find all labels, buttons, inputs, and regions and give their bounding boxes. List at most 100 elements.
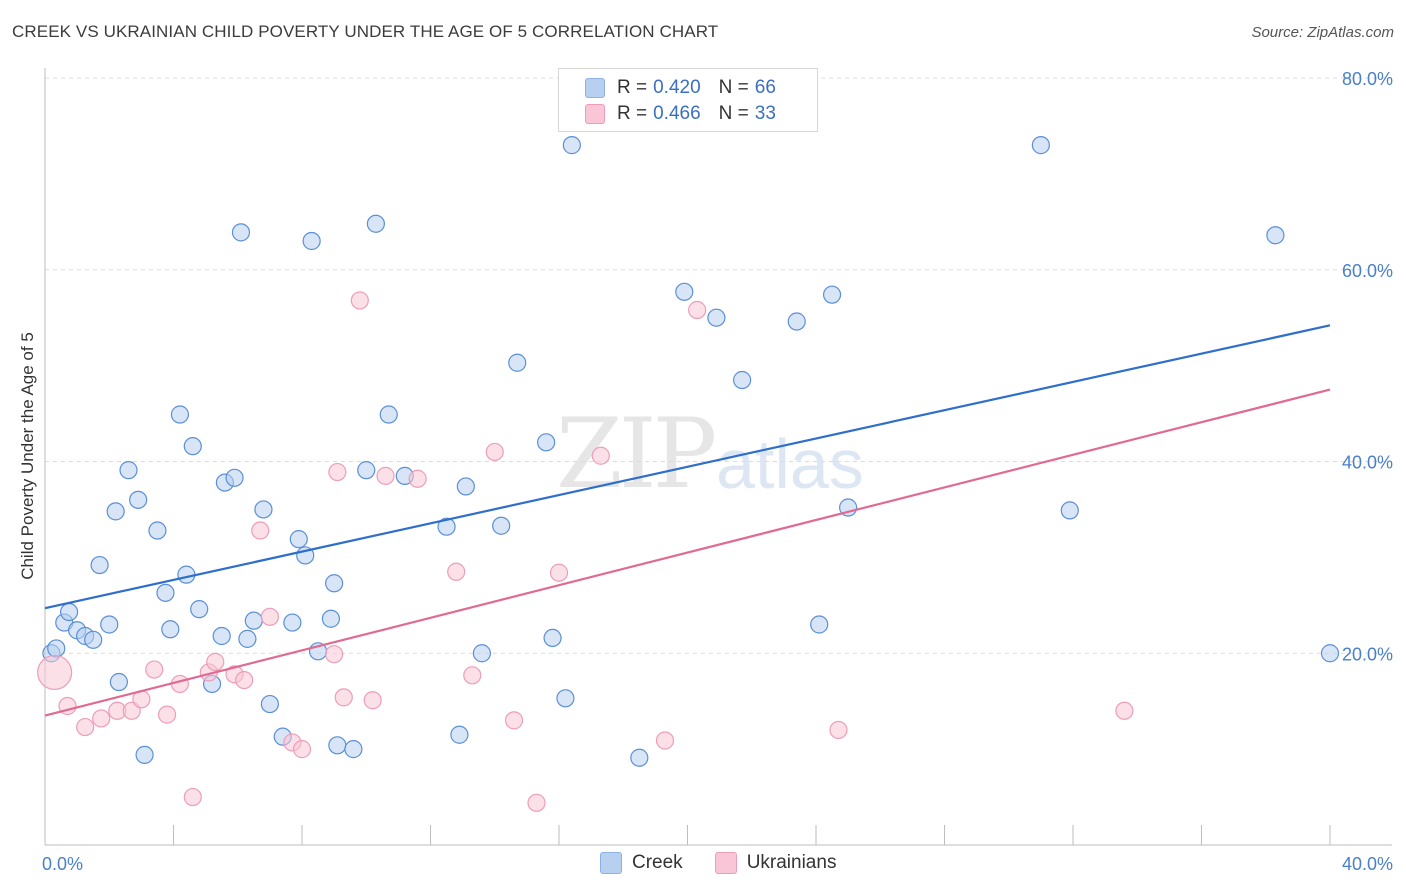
legend-r-label: R = bbox=[617, 103, 648, 124]
ukrainians-point bbox=[206, 652, 225, 671]
creek-point bbox=[109, 672, 128, 692]
ukrainians-point bbox=[527, 793, 546, 812]
legend-row-ukrainians: R = 0.466 N = 33 bbox=[585, 102, 776, 126]
y-tick-label: 60.0% bbox=[1342, 261, 1393, 281]
legend-item-creek[interactable]: Creek bbox=[600, 852, 683, 874]
creek-point bbox=[244, 611, 263, 630]
y-tick-label: 80.0% bbox=[1342, 69, 1393, 89]
watermark-atlas: atlas bbox=[716, 425, 864, 503]
creek-point bbox=[1320, 644, 1340, 663]
legend-n-label: N = bbox=[718, 77, 749, 98]
source-label: Source: ZipAtlas.com bbox=[1251, 24, 1394, 41]
ukrainians-point bbox=[688, 300, 707, 320]
creek-point bbox=[556, 689, 575, 708]
creek-point bbox=[707, 308, 726, 327]
ukrainians-point bbox=[325, 645, 344, 664]
ukrainians-point bbox=[408, 469, 427, 488]
legend-item-label: Ukrainians bbox=[746, 852, 837, 873]
ukrainians-point bbox=[251, 521, 270, 540]
creek-point bbox=[810, 615, 829, 634]
creek-point bbox=[106, 502, 125, 521]
x-tick-label: 0.0% bbox=[42, 854, 83, 874]
creek-point bbox=[212, 626, 231, 646]
ukrainians-point bbox=[76, 717, 95, 737]
creek-point bbox=[344, 740, 363, 759]
creek-point bbox=[1060, 501, 1079, 520]
ukrainians-point bbox=[292, 740, 312, 759]
legend-item-ukrainians[interactable]: Ukrainians bbox=[714, 852, 837, 874]
creek-point bbox=[47, 639, 66, 658]
creek-point bbox=[254, 500, 273, 519]
creek-point bbox=[733, 370, 752, 390]
creek-point bbox=[156, 583, 175, 602]
creek-point bbox=[508, 353, 527, 372]
creek-point bbox=[59, 602, 79, 622]
creek-point bbox=[190, 600, 209, 619]
chart-title: CREEK VS UKRAINIAN CHILD POVERTY UNDER T… bbox=[12, 22, 719, 41]
ukrainians-point bbox=[504, 711, 524, 730]
creek-point bbox=[177, 565, 196, 584]
ukrainians-point bbox=[485, 442, 504, 462]
creek-point bbox=[135, 745, 154, 764]
ukrainians-trend-line bbox=[44, 388, 1331, 717]
creek-point bbox=[1266, 226, 1285, 245]
creek-point bbox=[100, 615, 119, 634]
creek-point bbox=[260, 694, 279, 714]
ukrainians-point bbox=[376, 466, 395, 485]
creek-swatch bbox=[585, 78, 605, 98]
ukrainians-point bbox=[447, 562, 466, 581]
ukrainians-point bbox=[655, 731, 675, 750]
x-tick-label: 40.0% bbox=[1342, 854, 1393, 874]
creek-point bbox=[90, 555, 109, 575]
legend-r-label: R = bbox=[617, 77, 648, 98]
creek-point bbox=[450, 725, 469, 744]
creek-point bbox=[472, 644, 491, 663]
ukrainians-point bbox=[350, 291, 369, 310]
ukrainians-point bbox=[37, 654, 73, 691]
ukrainians-point bbox=[1115, 701, 1134, 720]
correlation-legend: R = 0.420 N = 66 R = 0.466 N = 33 bbox=[558, 68, 818, 132]
creek-point bbox=[328, 736, 347, 755]
ukrainians-point bbox=[463, 666, 482, 685]
ukrainians-point bbox=[549, 563, 569, 582]
creek-point bbox=[238, 629, 257, 648]
creek-point bbox=[366, 214, 385, 233]
creek-point bbox=[675, 282, 694, 301]
legend-row-creek: R = 0.420 N = 66 bbox=[585, 76, 776, 100]
ukrainians-legend-swatch bbox=[714, 852, 737, 874]
ukrainians-point bbox=[235, 670, 254, 690]
creek-point bbox=[630, 748, 649, 767]
watermark-zip: ZIP bbox=[556, 398, 717, 510]
creek-point bbox=[437, 517, 456, 536]
y-tick-label: 40.0% bbox=[1342, 453, 1393, 473]
creek-point bbox=[170, 405, 190, 424]
creek-point bbox=[537, 433, 556, 452]
ukrainians-point bbox=[260, 607, 279, 626]
creek-point bbox=[119, 461, 138, 480]
legend-n-value: 33 bbox=[754, 103, 776, 124]
creek-point bbox=[84, 630, 103, 649]
ukrainians-point bbox=[591, 446, 610, 465]
creek-point bbox=[183, 437, 202, 456]
ukrainians-point bbox=[328, 462, 347, 482]
creek-point bbox=[492, 516, 511, 535]
ukrainians-point bbox=[92, 709, 111, 728]
creek-point bbox=[562, 136, 581, 155]
creek-point bbox=[822, 285, 842, 304]
creek-point bbox=[161, 620, 180, 639]
y-tick-label: 20.0% bbox=[1342, 644, 1393, 664]
creek-point bbox=[231, 223, 251, 242]
creek-point bbox=[1031, 136, 1050, 155]
ukrainians-point bbox=[157, 705, 177, 724]
ukrainians-swatch bbox=[585, 104, 605, 124]
legend-r-value: 0.420 bbox=[653, 77, 701, 98]
creek-point bbox=[289, 530, 308, 549]
legend-r-value: 0.466 bbox=[653, 103, 701, 124]
creek-point bbox=[379, 405, 398, 424]
creek-point bbox=[129, 490, 148, 509]
creek-legend-swatch bbox=[600, 852, 622, 874]
y-axis-label: Child Poverty Under the Age of 5 bbox=[18, 332, 37, 580]
ukrainians-point bbox=[363, 691, 382, 710]
creek-point bbox=[283, 613, 302, 632]
